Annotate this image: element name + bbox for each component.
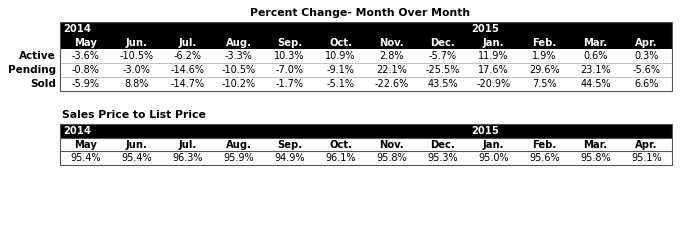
Text: 95.0%: 95.0% <box>478 153 509 163</box>
Text: 1.9%: 1.9% <box>532 51 556 61</box>
Bar <box>60 124 672 165</box>
Text: Feb.: Feb. <box>532 37 556 47</box>
Text: 29.6%: 29.6% <box>529 65 560 75</box>
Text: 0.3%: 0.3% <box>635 51 659 61</box>
Text: Oct.: Oct. <box>329 139 352 150</box>
Bar <box>60 22 672 91</box>
Text: Sep.: Sep. <box>277 139 302 150</box>
Text: 11.9%: 11.9% <box>478 51 509 61</box>
Text: Apr.: Apr. <box>635 37 658 47</box>
Text: Sep.: Sep. <box>277 37 302 47</box>
Text: -10.2%: -10.2% <box>221 79 255 89</box>
Text: 95.8%: 95.8% <box>376 153 407 163</box>
Bar <box>60 49 672 63</box>
Text: 6.6%: 6.6% <box>635 79 659 89</box>
Text: 10.9%: 10.9% <box>325 51 356 61</box>
Text: -20.9%: -20.9% <box>476 79 511 89</box>
Text: Apr.: Apr. <box>635 139 658 150</box>
Text: Nov.: Nov. <box>379 139 404 150</box>
Text: Jul.: Jul. <box>179 37 197 47</box>
Text: Jan.: Jan. <box>483 139 504 150</box>
Text: -7.0%: -7.0% <box>275 65 304 75</box>
Text: 0.6%: 0.6% <box>583 51 608 61</box>
Text: 95.4%: 95.4% <box>121 153 152 163</box>
Text: 95.1%: 95.1% <box>631 153 662 163</box>
Text: Mar.: Mar. <box>583 139 608 150</box>
Text: Feb.: Feb. <box>532 139 556 150</box>
Bar <box>60 77 672 91</box>
Text: Dec.: Dec. <box>430 139 455 150</box>
Text: -5.1%: -5.1% <box>327 79 354 89</box>
Text: 17.6%: 17.6% <box>478 65 509 75</box>
Text: -1.7%: -1.7% <box>275 79 304 89</box>
Text: Jun.: Jun. <box>125 139 147 150</box>
Text: Sold: Sold <box>30 79 56 89</box>
Text: -25.5%: -25.5% <box>426 65 459 75</box>
Text: -14.6%: -14.6% <box>170 65 205 75</box>
Text: 23.1%: 23.1% <box>580 65 611 75</box>
Text: 96.3%: 96.3% <box>172 153 203 163</box>
Text: 44.5%: 44.5% <box>580 79 611 89</box>
Bar <box>60 151 672 165</box>
Bar <box>60 63 672 77</box>
Text: -5.9%: -5.9% <box>71 79 100 89</box>
Text: May: May <box>74 37 97 47</box>
Text: -5.7%: -5.7% <box>428 51 457 61</box>
Text: -10.5%: -10.5% <box>221 65 255 75</box>
Text: 22.1%: 22.1% <box>376 65 407 75</box>
Text: -22.6%: -22.6% <box>374 79 408 89</box>
Text: Mar.: Mar. <box>583 37 608 47</box>
Text: Jan.: Jan. <box>483 37 504 47</box>
Text: 2.8%: 2.8% <box>379 51 403 61</box>
Text: 94.9%: 94.9% <box>274 153 304 163</box>
Text: 95.9%: 95.9% <box>224 153 254 163</box>
Text: -0.8%: -0.8% <box>71 65 100 75</box>
Text: 2014: 2014 <box>63 24 91 34</box>
Text: -3.0%: -3.0% <box>122 65 150 75</box>
Text: 95.6%: 95.6% <box>529 153 560 163</box>
Text: 7.5%: 7.5% <box>532 79 557 89</box>
Text: -10.5%: -10.5% <box>120 51 154 61</box>
Text: Oct.: Oct. <box>329 37 352 47</box>
Text: May: May <box>74 139 97 150</box>
Text: -3.6%: -3.6% <box>71 51 100 61</box>
Text: Jul.: Jul. <box>179 139 197 150</box>
Text: 95.3%: 95.3% <box>427 153 458 163</box>
Text: 43.5%: 43.5% <box>427 79 458 89</box>
Text: 8.8%: 8.8% <box>125 79 149 89</box>
Text: -9.1%: -9.1% <box>327 65 354 75</box>
Text: Aug.: Aug. <box>226 139 251 150</box>
Text: Pending: Pending <box>8 65 56 75</box>
Text: Percent Change- Month Over Month: Percent Change- Month Over Month <box>250 8 470 18</box>
Text: 96.1%: 96.1% <box>325 153 356 163</box>
Text: 2014: 2014 <box>63 126 91 136</box>
Text: -3.3%: -3.3% <box>225 51 253 61</box>
Bar <box>60 124 672 138</box>
Text: Active: Active <box>19 51 56 61</box>
Text: 95.8%: 95.8% <box>580 153 611 163</box>
Text: Jun.: Jun. <box>125 37 147 47</box>
Text: -14.7%: -14.7% <box>170 79 205 89</box>
Text: -6.2%: -6.2% <box>174 51 201 61</box>
Text: Dec.: Dec. <box>430 37 455 47</box>
Text: 2015: 2015 <box>471 24 499 34</box>
Text: 2015: 2015 <box>471 126 499 136</box>
Text: Sales Price to List Price: Sales Price to List Price <box>62 110 206 120</box>
Text: -5.6%: -5.6% <box>632 65 660 75</box>
Text: Nov.: Nov. <box>379 37 404 47</box>
Bar <box>60 36 672 49</box>
Text: Aug.: Aug. <box>226 37 251 47</box>
Text: 95.4%: 95.4% <box>70 153 101 163</box>
Bar <box>60 138 672 151</box>
Bar <box>60 22 672 36</box>
Text: 10.3%: 10.3% <box>274 51 304 61</box>
